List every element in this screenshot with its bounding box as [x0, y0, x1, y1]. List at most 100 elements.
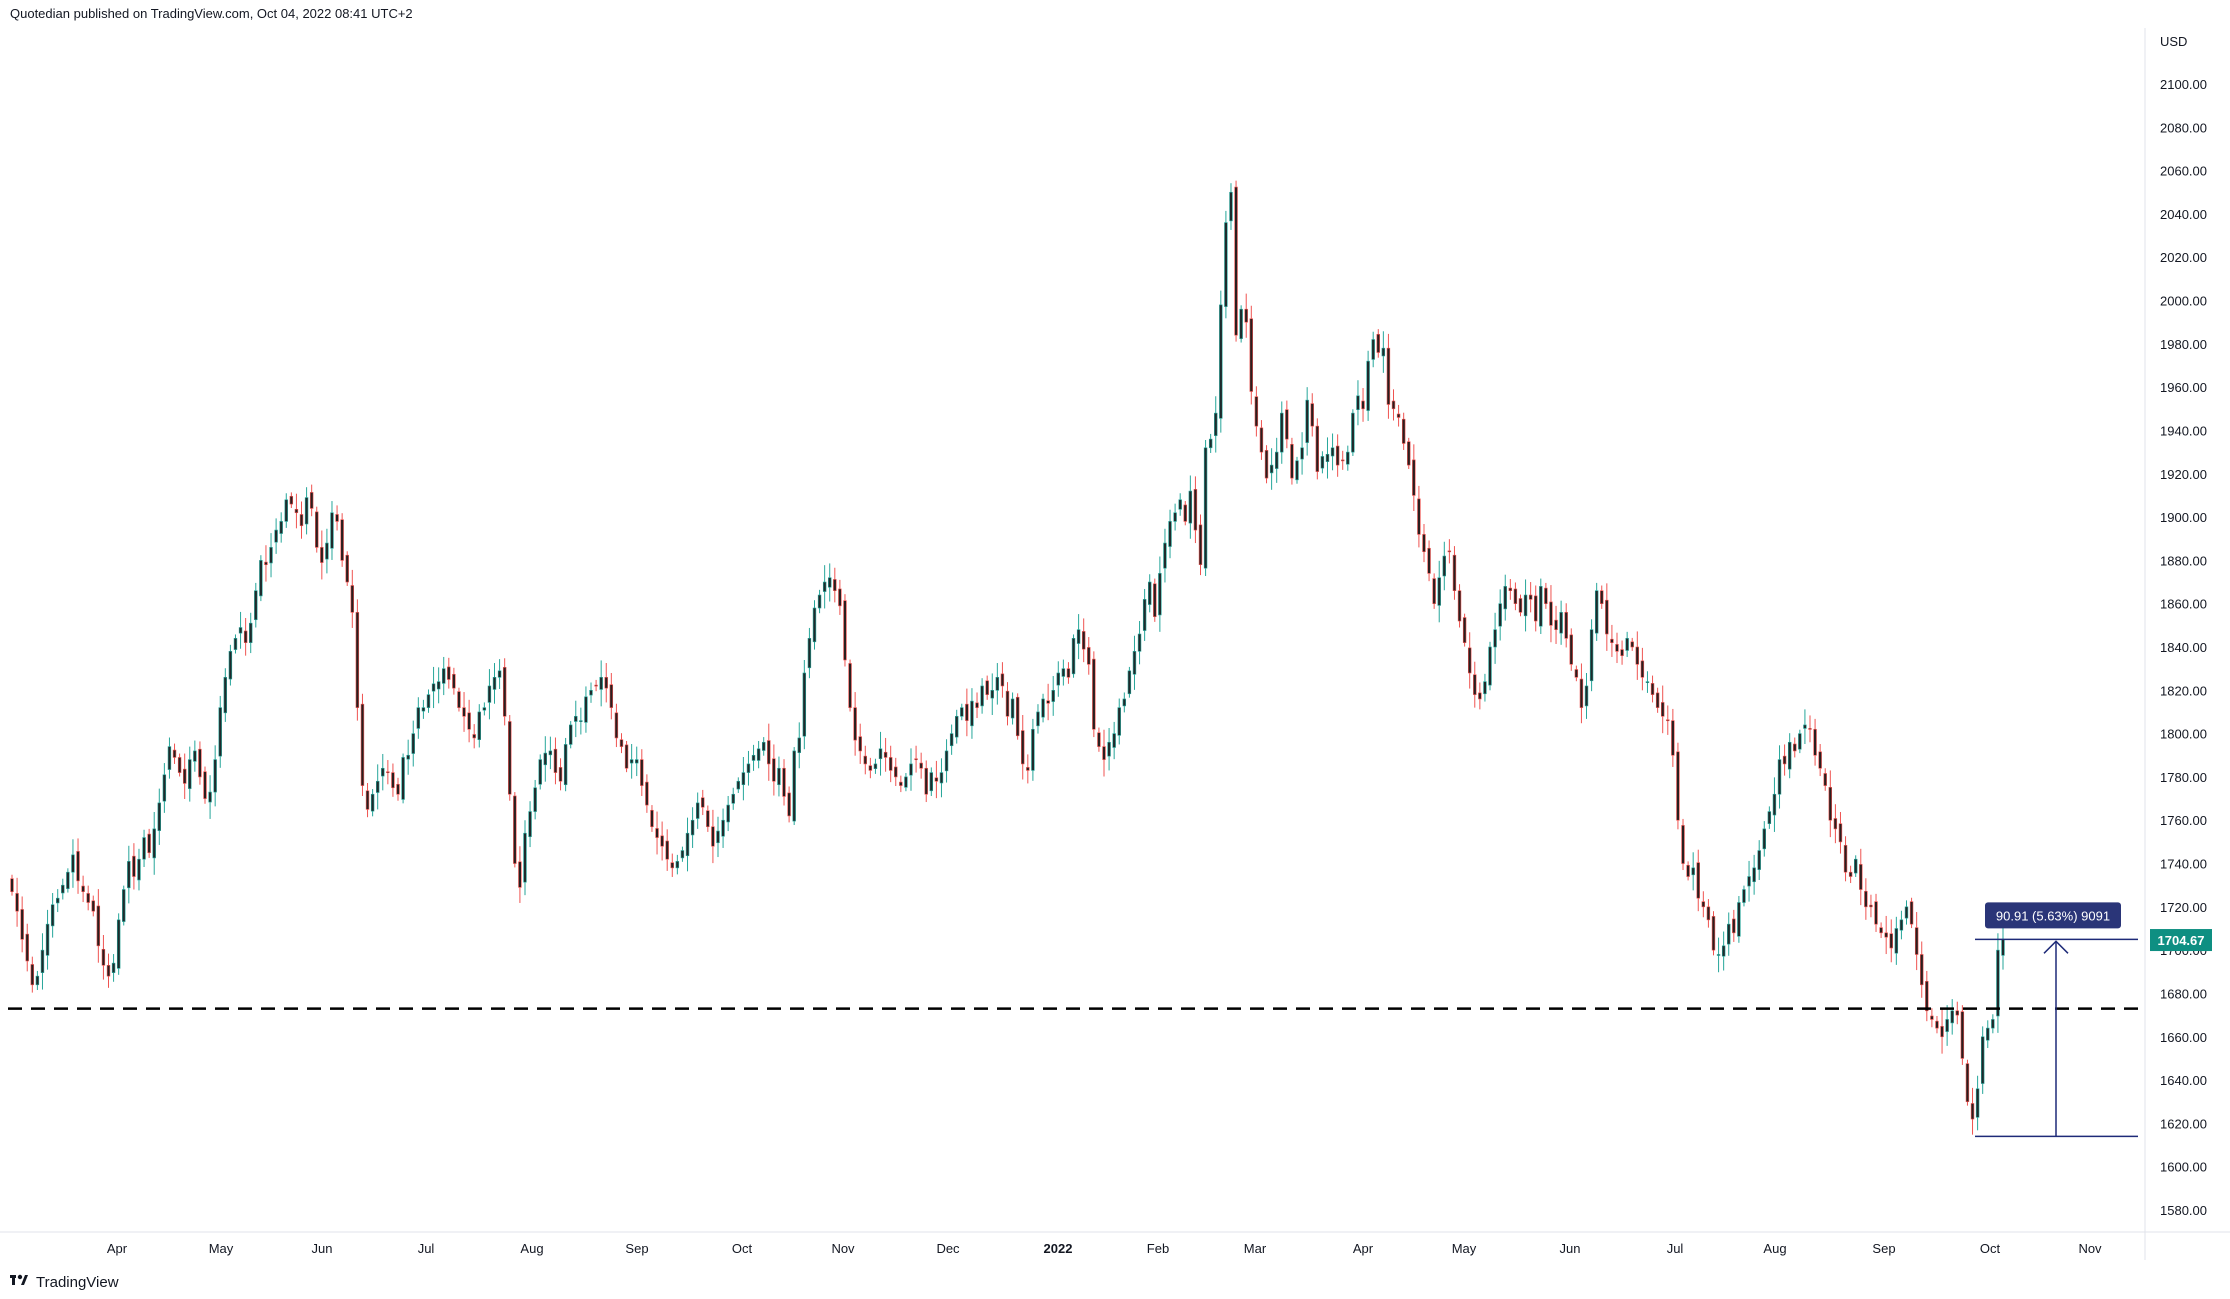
candle-body	[167, 746, 172, 770]
candle-body	[198, 748, 202, 778]
candle-body	[888, 757, 893, 771]
candle-body	[426, 694, 431, 708]
footer-brand[interactable]: TradingView	[10, 1273, 119, 1292]
candle-body	[939, 772, 944, 784]
measure-label: 90.91 (5.63%) 9091	[1996, 908, 2110, 923]
candle-body	[833, 579, 837, 592]
candle-body	[1310, 403, 1314, 427]
candle-body	[746, 763, 751, 773]
plot-area[interactable]	[10, 180, 2005, 1135]
candle-body	[645, 781, 649, 806]
candle-body	[513, 795, 517, 864]
candle-body	[1412, 459, 1416, 496]
price-tick-label: 2060.00	[2160, 164, 2207, 179]
candle-body	[878, 748, 883, 760]
candle-body	[1767, 811, 1772, 824]
candle-body	[330, 512, 334, 549]
candle-body	[116, 919, 121, 969]
candle-body	[1975, 1088, 1980, 1118]
time-tick-label: Mar	[1244, 1241, 1267, 1256]
price-tick-label: 1620.00	[2160, 1116, 2207, 1131]
candle-body	[868, 765, 873, 771]
candle-body	[960, 707, 964, 717]
candle-body	[1787, 741, 1792, 770]
candle-body	[822, 581, 827, 592]
candle-body	[619, 739, 624, 747]
candle-body	[1650, 683, 1655, 695]
candle-body	[767, 740, 771, 765]
candle-body	[269, 547, 273, 564]
candle-body	[193, 750, 197, 762]
candle-body	[1356, 395, 1360, 410]
candle-body	[508, 721, 512, 795]
candle-body	[1071, 638, 1076, 675]
measure-label-box	[1985, 902, 2121, 929]
candle-body	[955, 715, 959, 738]
candle-body	[1793, 743, 1797, 752]
candle-body	[406, 754, 410, 760]
candle-body	[1828, 787, 1833, 821]
candle-body	[421, 707, 426, 712]
candle-body	[756, 748, 761, 761]
candle-body	[1813, 728, 1817, 756]
candle-body	[81, 885, 85, 892]
candle-body	[1940, 1026, 1944, 1038]
candle-body	[609, 684, 614, 708]
candle-body	[1188, 490, 1193, 524]
candle-body	[1391, 400, 1396, 410]
candle-body	[1198, 524, 1203, 566]
candle-body	[142, 837, 146, 860]
candle-body	[1991, 1019, 1995, 1029]
candle-body	[2001, 939, 2005, 956]
candle-body	[355, 612, 360, 708]
candle-body	[396, 783, 400, 795]
time-tick-label: Apr	[1353, 1241, 1374, 1256]
candle-body	[259, 560, 263, 597]
candle-body	[640, 759, 644, 786]
candle-body	[1676, 751, 1680, 821]
candle-body	[1711, 916, 1716, 951]
candle-body	[1513, 588, 1518, 604]
candle-body	[1183, 504, 1187, 522]
candle-body	[1021, 730, 1025, 765]
candle-body	[492, 677, 497, 690]
candle-body	[1635, 646, 1640, 665]
price-axis[interactable]: USD 2100.00 2080.00 2060.00 2040.00 2020.00 2…	[2160, 34, 2207, 1218]
candle-body	[772, 758, 776, 782]
price-tick-label: 2100.00	[2160, 77, 2207, 92]
candle-body	[934, 777, 939, 782]
time-tick-label: Feb	[1147, 1241, 1169, 1256]
candle-body	[1666, 719, 1670, 722]
candle-body	[1422, 534, 1426, 553]
candle-body	[975, 702, 979, 708]
price-tick-label: 1980.00	[2160, 337, 2207, 352]
candle-body	[1554, 619, 1558, 630]
candle-body	[228, 651, 233, 680]
candle-body	[843, 600, 847, 661]
candle-body	[711, 826, 715, 847]
candle-body	[635, 759, 639, 764]
candle-body	[86, 893, 90, 903]
candle-body	[1894, 928, 1899, 954]
candle-body	[589, 690, 593, 696]
candle-body	[690, 819, 695, 836]
candle-body	[599, 677, 603, 690]
candle-body	[1346, 451, 1350, 465]
candle-body	[980, 685, 984, 707]
candle-body	[111, 962, 116, 973]
price-tick-label: 2020.00	[2160, 250, 2207, 265]
candle-body	[264, 561, 268, 566]
candle-body	[497, 670, 502, 678]
candle-body	[1914, 927, 1919, 955]
candle-body	[462, 707, 466, 717]
candle-body	[716, 830, 720, 844]
candle-body	[1970, 1103, 1975, 1120]
candle-body	[1508, 587, 1513, 592]
candle-body	[995, 677, 1000, 691]
candle-body	[1280, 412, 1284, 453]
candle-body	[1625, 638, 1629, 651]
candle-body	[1838, 823, 1843, 843]
time-axis[interactable]: Apr May Jun Jul Aug Sep Oct Nov Dec 2022 Feb Mar Apr…	[107, 1241, 2102, 1256]
candle-body	[701, 797, 705, 808]
